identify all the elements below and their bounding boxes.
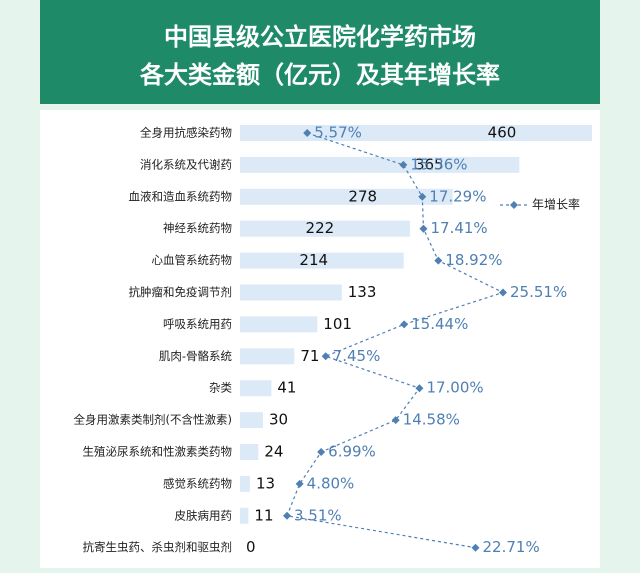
growth-label: 6.99%: [328, 443, 376, 461]
bar: [240, 444, 259, 460]
growth-marker: [499, 288, 507, 297]
bar: [240, 252, 404, 269]
bar-value-label: 41: [277, 379, 296, 397]
bar: [240, 507, 249, 524]
growth-label: 17.00%: [426, 379, 483, 397]
growth-marker: [303, 129, 312, 137]
category-label: 全身用抗感染药物: [140, 126, 232, 140]
title-band: [40, 0, 600, 104]
growth-marker: [321, 352, 330, 361]
bar-value-label: 460: [488, 124, 517, 142]
bar: [240, 125, 592, 141]
category-label: 肌肉-骨骼系统: [159, 349, 233, 363]
bar: [240, 348, 295, 365]
growth-marker: [317, 448, 326, 456]
category-label: 生殖泌尿系统和性激素类药物: [83, 445, 233, 459]
bar: [240, 156, 520, 173]
bar: [240, 380, 272, 397]
growth-marker: [419, 224, 428, 233]
growth-label: 17.29%: [429, 187, 486, 205]
growth-label: 17.41%: [430, 219, 487, 237]
bar: [240, 188, 453, 205]
growth-label: 7.45%: [333, 347, 381, 365]
bar: [240, 412, 263, 429]
category-label: 神经系统药物: [163, 221, 232, 235]
growth-marker: [418, 192, 427, 201]
bar-value-label: 71: [300, 347, 319, 365]
bar-value-label: 278: [348, 187, 377, 205]
bar: [240, 316, 318, 333]
growth-label: 25.51%: [510, 283, 567, 301]
bar-value-label: 0: [246, 538, 256, 556]
growth-label: 4.80%: [307, 474, 355, 492]
bar-value-label: 13: [256, 474, 275, 492]
growth-label: 3.51%: [294, 506, 342, 524]
growth-label: 14.58%: [403, 411, 460, 429]
bar-value-label: 222: [306, 219, 335, 237]
chart-title: 各大类金额（亿元）及其年增长率: [139, 61, 500, 89]
category-label: 全身用激素类制剂(不含性激素): [74, 413, 232, 427]
category-label: 杂类: [209, 381, 232, 395]
bar: [240, 284, 342, 301]
bar-value-label: 11: [254, 506, 273, 524]
bar-value-label: 365: [415, 155, 444, 173]
growth-marker: [295, 479, 304, 488]
category-label: 抗寄生虫药、杀虫剂和驱虫剂: [83, 540, 233, 554]
bar-value-label: 30: [269, 411, 288, 429]
growth-marker: [400, 320, 409, 329]
growth-label: 18.92%: [445, 251, 502, 269]
growth-label: 5.57%: [314, 124, 362, 142]
growth-label: 22.71%: [483, 538, 540, 556]
category-label: 心血管系统药物: [152, 253, 233, 267]
plot-area: [40, 110, 600, 568]
growth-marker: [434, 256, 443, 265]
category-label: 皮肤病用药: [175, 508, 233, 522]
growth-marker: [391, 416, 400, 425]
category-label: 消化系统及代谢药: [140, 157, 232, 171]
chart-title: 中国县级公立医院化学药市场: [164, 23, 476, 51]
bar-value-label: 101: [323, 315, 352, 333]
bar-value-label: 133: [348, 283, 377, 301]
legend-label: 年增长率: [532, 197, 580, 212]
category-label: 呼吸系统用药: [163, 317, 232, 331]
growth-marker: [471, 543, 480, 552]
legend-marker: [510, 201, 518, 209]
category-label: 感觉系统药物: [163, 476, 232, 490]
bar: [240, 220, 410, 237]
growth-marker: [399, 160, 408, 169]
growth-marker: [415, 384, 424, 393]
bar-value-label: 214: [299, 251, 328, 269]
bar-value-label: 24: [264, 443, 283, 461]
category-label: 抗肿瘤和免疫调节剂: [129, 285, 233, 299]
category-label: 血液和造血系统药物: [129, 189, 233, 203]
growth-label: 15.44%: [411, 315, 468, 333]
bar: [240, 475, 250, 492]
growth-marker: [283, 511, 291, 520]
growth-label: 15.36%: [410, 155, 467, 173]
